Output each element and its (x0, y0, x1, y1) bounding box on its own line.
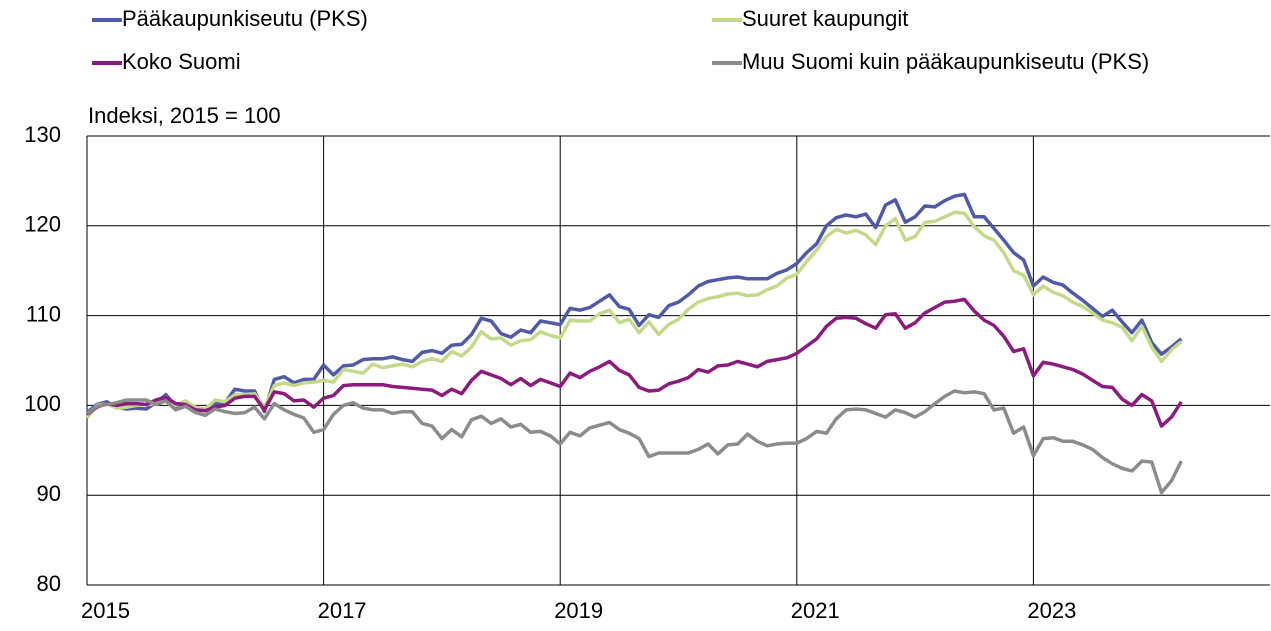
x-tick-label: 2015 (81, 598, 130, 623)
y-tick-label: 80 (37, 571, 61, 596)
x-tick-label: 2019 (554, 598, 603, 623)
y-tick-label: 90 (37, 481, 61, 506)
series-line (85, 389, 1183, 495)
y-tick-label: 110 (26, 301, 61, 326)
x-tick-label: 2017 (318, 598, 367, 623)
legend-label: Muu Suomi kuin pääkaupunkiseutu (PKS) (742, 49, 1149, 74)
y-tick-label: 130 (24, 122, 61, 147)
y-axis-label: Indeksi, 2015 = 100 (88, 103, 281, 128)
x-tick-label: 2021 (791, 598, 840, 623)
series-line (85, 297, 1183, 428)
y-tick-label: 120 (24, 212, 61, 237)
y-tick-label: 100 (24, 391, 61, 416)
legend-label: Koko Suomi (122, 49, 241, 74)
series-line (85, 210, 1183, 420)
legend-label: Pääkaupunkiseutu (PKS) (122, 6, 368, 31)
x-tick-label: 2023 (1027, 598, 1076, 623)
legend-label: Suuret kaupungit (742, 6, 908, 31)
